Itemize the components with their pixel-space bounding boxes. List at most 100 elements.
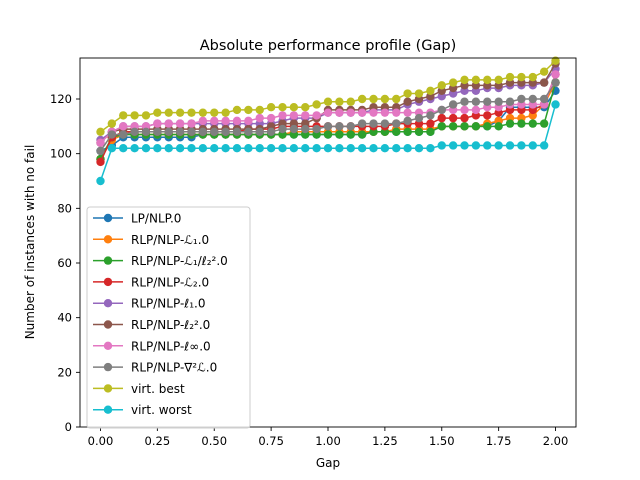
data-point bbox=[346, 144, 355, 153]
data-point bbox=[130, 111, 139, 120]
data-point bbox=[119, 111, 128, 120]
data-point bbox=[255, 113, 264, 123]
data-point bbox=[357, 94, 367, 104]
data-point bbox=[266, 113, 276, 123]
data-point bbox=[380, 119, 390, 128]
data-point bbox=[357, 119, 367, 128]
x-tick-label: 1.75 bbox=[486, 434, 512, 448]
legend-marker bbox=[103, 277, 113, 287]
data-point bbox=[164, 127, 173, 136]
data-point bbox=[403, 116, 412, 126]
data-point bbox=[187, 144, 196, 153]
x-tick-label: 1.00 bbox=[315, 434, 341, 448]
data-point bbox=[437, 141, 446, 150]
data-point bbox=[232, 105, 242, 115]
data-point bbox=[517, 72, 526, 82]
legend-label: virt. worst bbox=[131, 403, 192, 417]
data-point bbox=[335, 144, 344, 153]
legend-label: RLP/NLP-ℒ₁/ℓ₂².0 bbox=[131, 254, 228, 268]
data-point bbox=[369, 108, 378, 117]
data-point bbox=[483, 122, 492, 131]
legend-entry: RLP/NLP-ℓ₁.0 bbox=[93, 297, 205, 311]
legend-label: RLP/NLP-ℓ₂².0 bbox=[131, 318, 210, 332]
data-point bbox=[403, 127, 412, 136]
data-point bbox=[175, 127, 185, 136]
data-point bbox=[301, 124, 310, 134]
legend-marker bbox=[103, 235, 113, 244]
data-point bbox=[232, 127, 242, 136]
data-point bbox=[244, 116, 253, 126]
data-point bbox=[471, 105, 481, 115]
data-point bbox=[460, 141, 469, 150]
legend-marker bbox=[103, 320, 113, 329]
data-point bbox=[505, 97, 515, 106]
data-point bbox=[539, 67, 549, 76]
data-point bbox=[448, 113, 458, 123]
data-point bbox=[369, 119, 378, 128]
data-point bbox=[551, 78, 560, 87]
data-point bbox=[175, 144, 185, 153]
legend-label: RLP/NLP-ℓ₁.0 bbox=[131, 297, 205, 311]
data-point bbox=[153, 127, 162, 136]
data-point bbox=[437, 122, 446, 131]
data-point bbox=[255, 127, 264, 136]
data-point bbox=[448, 100, 458, 109]
data-point bbox=[289, 124, 299, 134]
data-point bbox=[539, 94, 549, 104]
data-point bbox=[175, 119, 185, 128]
data-point bbox=[278, 111, 287, 120]
data-point bbox=[539, 78, 549, 87]
data-point bbox=[301, 103, 310, 112]
y-tick-label: 20 bbox=[57, 365, 72, 379]
data-point bbox=[96, 176, 105, 186]
data-point bbox=[255, 105, 264, 115]
legend-entry: RLP/NLP-ℓ₂².0 bbox=[93, 318, 210, 332]
data-point bbox=[244, 105, 253, 115]
data-point bbox=[426, 144, 435, 153]
data-point bbox=[346, 108, 355, 117]
data-point bbox=[460, 105, 469, 115]
x-tick-label: 0.00 bbox=[88, 434, 114, 448]
data-point bbox=[141, 111, 151, 120]
legend-entry: virt. best bbox=[93, 382, 185, 396]
data-point bbox=[289, 144, 299, 153]
data-point bbox=[335, 97, 344, 106]
data-point bbox=[392, 144, 401, 153]
data-point bbox=[107, 130, 117, 139]
legend-label: virt. best bbox=[131, 382, 185, 396]
data-point bbox=[505, 72, 515, 82]
data-point bbox=[403, 108, 412, 117]
data-point bbox=[471, 122, 481, 131]
data-point bbox=[141, 127, 151, 136]
data-point bbox=[107, 119, 117, 128]
data-point bbox=[494, 141, 503, 150]
data-point bbox=[198, 116, 208, 126]
data-point bbox=[528, 119, 537, 128]
data-point bbox=[471, 97, 481, 106]
x-tick-label: 0.25 bbox=[145, 434, 171, 448]
data-point bbox=[346, 122, 355, 131]
data-point bbox=[187, 127, 196, 136]
data-point bbox=[232, 144, 242, 153]
data-point bbox=[96, 127, 105, 136]
legend-label: RLP/NLP-ℒ₂.0 bbox=[131, 275, 209, 289]
data-point bbox=[380, 144, 390, 153]
data-point bbox=[119, 144, 128, 153]
data-point bbox=[505, 119, 515, 128]
data-point bbox=[357, 108, 367, 117]
data-point bbox=[414, 144, 424, 153]
data-point bbox=[266, 144, 276, 153]
data-point bbox=[96, 138, 105, 147]
legend-entry: LP/NLP.0 bbox=[93, 212, 181, 226]
data-point bbox=[460, 122, 469, 131]
data-point bbox=[96, 157, 105, 167]
data-point bbox=[312, 124, 321, 134]
data-point bbox=[130, 127, 139, 136]
data-point bbox=[494, 75, 503, 85]
data-point bbox=[187, 108, 196, 117]
data-point bbox=[335, 108, 344, 117]
legend-label: RLP/NLP-ℓ∞.0 bbox=[131, 339, 211, 353]
data-point bbox=[392, 127, 401, 136]
legend-marker bbox=[103, 341, 113, 350]
y-axis: 0 20 40 60 80 100 120 bbox=[50, 92, 80, 434]
